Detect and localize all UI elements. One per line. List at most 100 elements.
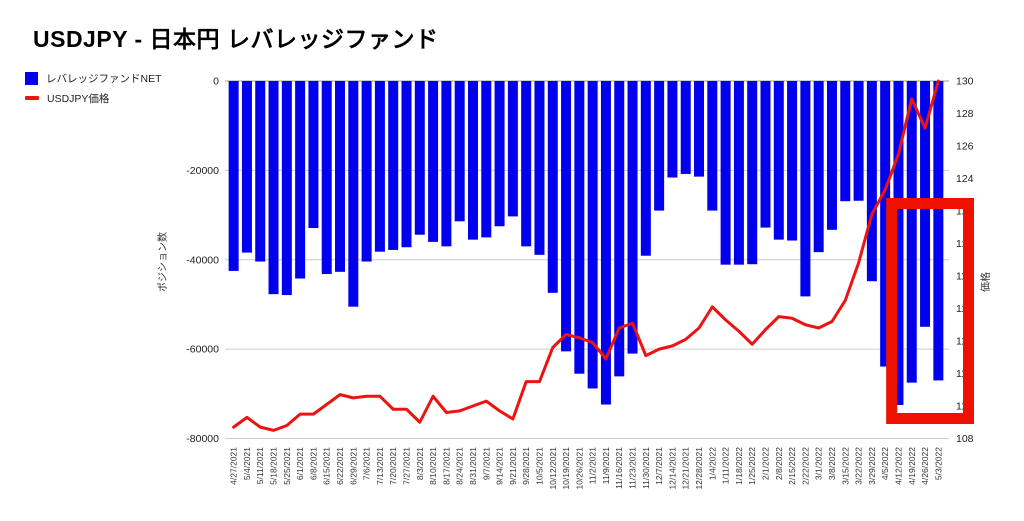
x-axis-tick: 10/19/2021 [561, 447, 571, 490]
x-axis-tick: 10/26/2021 [574, 447, 584, 490]
x-axis-tick: 12/7/2021 [654, 447, 664, 485]
bar [747, 81, 758, 265]
x-axis-tick: 8/31/2021 [468, 447, 478, 485]
left-axis-tick: -40000 [186, 254, 219, 266]
bar [374, 81, 385, 252]
left-axis-title: ポジション数 [156, 232, 169, 292]
x-axis-tick: 9/14/2021 [495, 447, 505, 485]
x-axis-tick: 11/9/2021 [601, 447, 611, 484]
x-axis-tick: 6/29/2021 [348, 447, 358, 485]
bar [667, 81, 678, 178]
x-axis-tick: 9/7/2021 [481, 447, 491, 480]
x-axis-tick: 3/22/2022 [854, 447, 864, 485]
right-axis-title: 価格 [979, 272, 992, 292]
legend-item-bar-series: レバレッジファンドNET [25, 68, 162, 88]
x-axis-tick: 3/29/2022 [867, 447, 877, 485]
x-axis-labels: 4/27/2021 5/4/2021 5/11/2021 5/18/2021 5/25/… [229, 447, 944, 490]
right-axis-tick: 126 [956, 141, 974, 153]
x-axis-tick: 11/23/2021 [628, 447, 638, 489]
bar [507, 81, 518, 217]
bar [800, 81, 811, 297]
bar [534, 81, 545, 255]
bar [308, 81, 319, 229]
bar [787, 81, 798, 241]
left-axis-tick: -80000 [186, 433, 219, 445]
chart-legend: レバレッジファンドNET USDJPY価格 [25, 68, 162, 108]
bar [933, 81, 944, 381]
bar [481, 81, 492, 238]
bar [733, 81, 744, 265]
bar [255, 81, 266, 262]
bar [281, 81, 292, 296]
bar [467, 81, 478, 240]
bar [561, 81, 572, 352]
x-axis-tick: 7/27/2021 [402, 447, 412, 485]
x-axis-tick: 11/2/2021 [588, 447, 598, 484]
x-axis-tick: 6/8/2021 [308, 447, 318, 480]
x-axis-tick: 3/8/2022 [827, 447, 837, 480]
bar [241, 81, 252, 253]
bar [614, 81, 625, 377]
right-axis-tick: 108 [956, 433, 974, 445]
x-axis-tick: 12/28/2021 [694, 447, 704, 490]
bar [654, 81, 665, 211]
x-axis-tick: 7/6/2021 [362, 447, 372, 480]
x-axis-tick: 11/16/2021 [614, 447, 624, 489]
x-axis-tick: 1/25/2022 [747, 447, 757, 485]
bar [640, 81, 651, 256]
x-axis-tick: 5/4/2021 [242, 447, 252, 480]
left-axis-tick: -60000 [186, 344, 219, 356]
bar [587, 81, 598, 389]
price-line [232, 79, 940, 432]
x-axis-tick: 8/3/2021 [415, 447, 425, 480]
bar [600, 81, 611, 405]
legend-label: レバレッジファンドNET [46, 72, 162, 85]
x-axis-tick: 4/26/2022 [920, 447, 930, 485]
highlight-box [886, 198, 975, 424]
x-axis-tick: 7/13/2021 [375, 447, 385, 485]
bar [547, 81, 558, 293]
x-axis-tick: 1/4/2022 [707, 447, 717, 480]
bar [853, 81, 864, 201]
right-axis-tick: 128 [956, 108, 974, 120]
bar [680, 81, 691, 174]
x-axis-tick: 12/14/2021 [667, 447, 677, 490]
bar [348, 81, 359, 307]
x-axis-tick: 8/10/2021 [428, 447, 438, 485]
bar [428, 81, 439, 242]
bar-series-swatch-icon [25, 71, 38, 85]
x-axis-tick: 10/5/2021 [534, 447, 544, 485]
x-axis-tick: 2/15/2022 [787, 447, 797, 485]
x-axis-tick: 4/19/2022 [907, 447, 917, 485]
bar [720, 81, 731, 265]
bar [906, 81, 917, 383]
x-axis-tick: 5/25/2021 [282, 447, 292, 485]
bar [866, 81, 877, 282]
left-axis-tick: -20000 [186, 165, 219, 177]
x-axis-tick: 6/1/2021 [295, 447, 305, 480]
bar [268, 81, 279, 295]
legend-item-line-series: USDJPY価格 [25, 88, 162, 108]
x-axis-tick: 12/21/2021 [681, 447, 691, 490]
bar [694, 81, 705, 177]
bar [454, 81, 465, 222]
bar [321, 81, 332, 275]
x-axis-tick: 8/24/2021 [455, 447, 465, 485]
x-axis-tick: 9/28/2021 [521, 447, 531, 485]
bar [494, 81, 505, 227]
x-axis-tick: 4/5/2022 [880, 447, 890, 480]
x-axis-tick: 5/11/2021 [255, 447, 265, 484]
x-axis-tick: 1/11/2022 [721, 447, 731, 484]
x-axis-tick: 4/12/2022 [893, 447, 903, 485]
x-axis-tick: 11/30/2021 [641, 447, 651, 489]
bar [773, 81, 784, 240]
bar-series [228, 81, 944, 405]
bar [574, 81, 585, 374]
right-axis-tick: 130 [956, 76, 974, 88]
bar [414, 81, 425, 235]
x-axis-tick: 1/18/2022 [734, 447, 744, 485]
bar [441, 81, 452, 247]
x-axis-tick: 2/8/2022 [774, 447, 784, 480]
